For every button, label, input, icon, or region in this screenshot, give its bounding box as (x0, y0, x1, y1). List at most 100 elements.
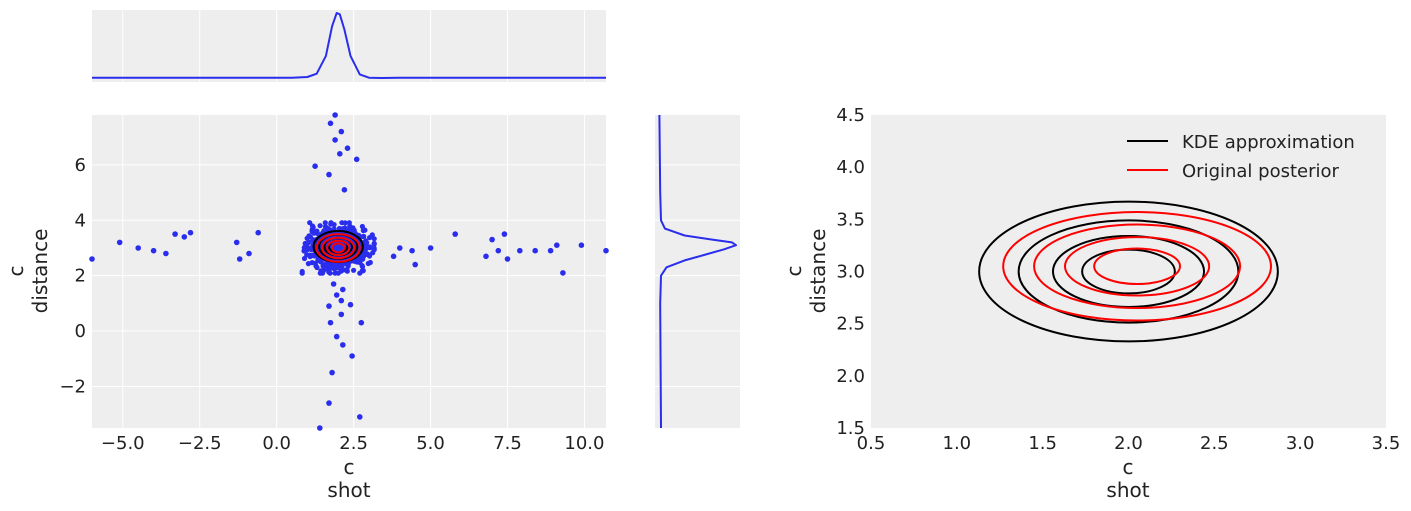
joint-scatter-point (330, 281, 337, 287)
contour-ytick-label: 2.5 (836, 314, 865, 335)
joint-cloud-point (357, 259, 363, 266)
joint-cloud-point (312, 260, 318, 266)
joint-scatter-point (349, 353, 355, 359)
joint-scatter-point (326, 303, 332, 309)
contour-panel-background (871, 115, 1386, 428)
joint-scatter-point (135, 245, 141, 251)
joint-scatter-point (504, 256, 511, 262)
joint-contour-line (326, 239, 351, 257)
top-density-line (92, 12, 606, 79)
right-density-line (658, 114, 737, 429)
joint-cloud-point (299, 268, 305, 275)
contour-ylabel-line1: c (782, 266, 806, 277)
joint-xtick-label: 7.5 (493, 433, 522, 454)
contour-ylabel-line2: distance (806, 229, 830, 314)
contour-line (1033, 223, 1242, 310)
joint-scatter-point (332, 137, 338, 143)
joint-scatter-point (327, 319, 334, 326)
contour-line (1002, 211, 1272, 322)
joint-scatter-point (344, 145, 351, 151)
joint-cloud-point (321, 262, 328, 268)
joint-scatter-point (578, 242, 585, 248)
joint-cloud-point (318, 268, 324, 274)
joint-ytick-label: 6 (75, 155, 86, 176)
joint-xtick-label: −5.0 (101, 433, 145, 454)
contour-xtick-label: 0.5 (857, 433, 886, 454)
joint-cloud-point (357, 270, 363, 276)
joint-scatter-point (353, 156, 360, 163)
joint-cloud-point (308, 253, 314, 259)
joint-ylabel-line1: c (4, 266, 28, 277)
joint-scatter-point (554, 242, 560, 248)
joint-scatter-point (337, 151, 343, 157)
joint-cloud-point (363, 238, 369, 244)
joint-cloud-point (367, 235, 373, 241)
joint-cloud-point (345, 263, 351, 269)
legend: KDE approximation Original posterior (1127, 132, 1355, 182)
contour-ytick-label: 3.0 (836, 262, 865, 283)
joint-cloud-point (305, 261, 311, 267)
contour-ytick-label: 3.5 (836, 209, 865, 230)
joint-scatter-point (489, 236, 495, 243)
joint-scatter-point (338, 128, 345, 135)
joint-scatter-point (326, 171, 332, 178)
joint-cloud-point (370, 250, 376, 256)
joint-ytick-label: 0 (75, 321, 86, 342)
joint-scatter-point (517, 247, 523, 254)
joint-scatter-point (340, 342, 346, 348)
joint-xtick-label: 2.5 (339, 433, 368, 454)
joint-scatter-point (116, 239, 123, 246)
joint-scatter-point (427, 245, 434, 251)
joint-scatter-point (338, 311, 345, 318)
joint-scatter-point (357, 414, 363, 420)
joint-scatter-point (358, 319, 365, 326)
joint-xlabel-line1: c (344, 455, 355, 479)
joint-cloud-point (327, 270, 333, 276)
contour-xlabel-line1: c (1123, 455, 1134, 479)
joint-scatter-point (338, 297, 345, 304)
joint-cloud-point (304, 235, 310, 241)
contour-xtick-label: 2.0 (1114, 433, 1143, 454)
joint-scatter-point (412, 261, 419, 268)
joint-cloud-point (350, 225, 356, 231)
top-marginal-panel (92, 10, 606, 82)
joint-scatter-point (172, 231, 178, 237)
joint-cloud-point (351, 267, 357, 273)
joint-scatter-point (246, 250, 252, 257)
joint-cloud-point (360, 227, 366, 234)
joint-ytick-label: −2 (59, 376, 86, 397)
contour-xtick-label: 1.5 (1028, 433, 1057, 454)
contour-xtick-label: 3.0 (1286, 433, 1315, 454)
joint-cloud-point (371, 245, 377, 251)
contour-xtick-label: 1.0 (943, 433, 972, 454)
joint-cloud-point (322, 220, 328, 226)
joint-ytick-label: 2 (75, 266, 86, 287)
joint-scatter-point (317, 425, 323, 431)
joint-scatter-point (89, 256, 95, 262)
joint-scatter-point (329, 369, 335, 376)
joint-scatter-point (163, 250, 169, 257)
joint-ylabel-line2: distance (28, 229, 52, 314)
joint-cloud-point (301, 255, 308, 262)
joint-cloud-point (371, 240, 377, 246)
contour-line (1063, 236, 1211, 297)
right-marginal-panel (655, 114, 740, 429)
joint-scatter-point (452, 231, 459, 237)
joint-scatter-point (150, 247, 157, 254)
joint-scatter-point (312, 163, 318, 169)
joint-cloud-point (365, 244, 371, 250)
joint-cloud-point (364, 251, 370, 257)
joint-cloud-point (365, 260, 371, 267)
joint-cloud-point (309, 223, 316, 229)
joint-scatter-panel: −5.0 −2.5 0.0 2.5 5.0 7.5 10.0 −2 0 2 4 6 (59, 112, 609, 454)
joint-cloud-point (346, 220, 352, 226)
joint-scatter-point (409, 247, 415, 254)
joint-scatter-point (483, 253, 489, 260)
joint-cloud-point (322, 224, 329, 230)
contour-ytick-label: 4.0 (836, 157, 865, 178)
joint-scatter-point (501, 231, 508, 237)
contour-ytick-label: 4.5 (836, 105, 865, 126)
joint-contour-line (315, 233, 361, 263)
joint-contour-line (331, 242, 346, 254)
